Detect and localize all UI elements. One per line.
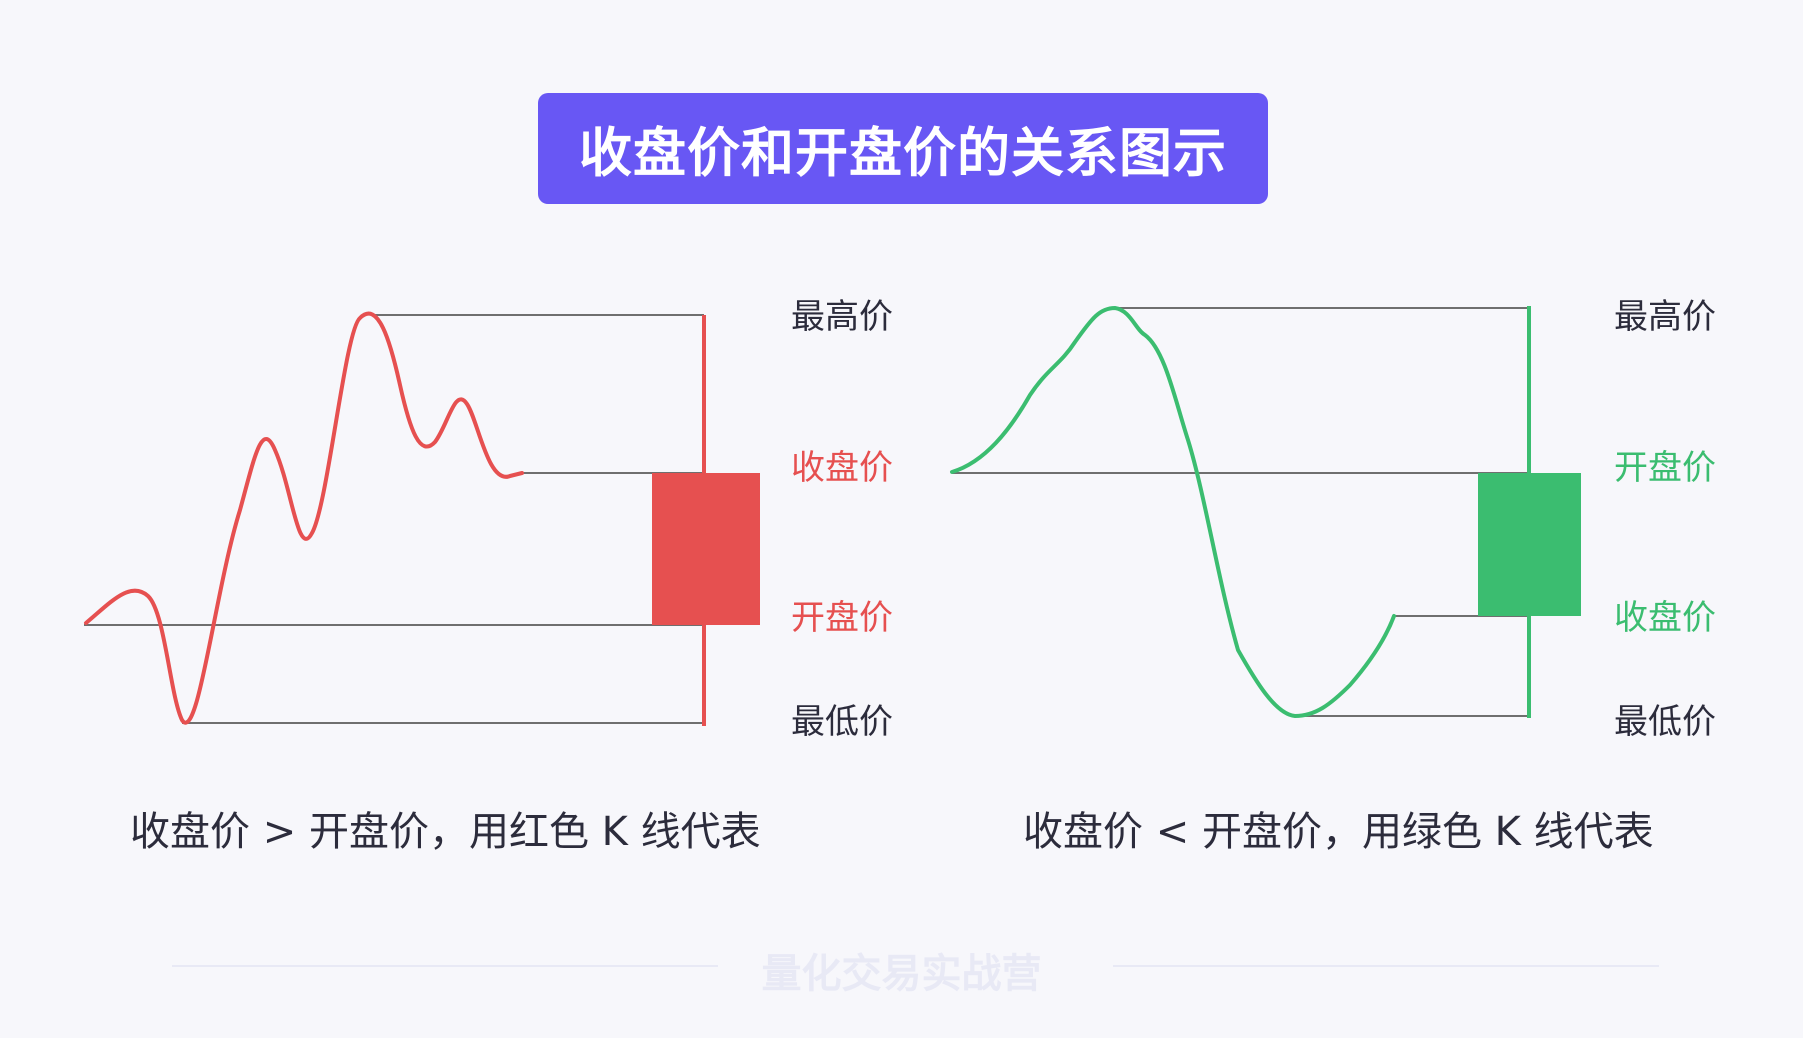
left-caption: 收盘价 > 开盘价，用红色 K 线代表 <box>130 809 761 855</box>
watermark-line-right <box>1113 965 1659 967</box>
right-label-close: 收盘价 <box>1614 598 1716 638</box>
left-label-open: 开盘价 <box>791 598 893 638</box>
diagram-title: 收盘价和开盘价的关系图示 <box>579 122 1227 184</box>
right-panel-graphic <box>950 306 1581 718</box>
right-label-open: 开盘价 <box>1614 448 1716 488</box>
title-banner: 收盘价和开盘价的关系图示 <box>538 93 1268 204</box>
left-panel-graphic <box>84 311 760 726</box>
right-caption: 收盘价 < 开盘价，用绿色 K 线代表 <box>1023 809 1654 855</box>
red-candle-body <box>652 473 760 625</box>
right-label-low: 最低价 <box>1614 702 1716 742</box>
right-price-curve <box>950 306 1396 718</box>
right-label-high: 最高价 <box>1614 297 1716 337</box>
watermark: 量化交易实战营 <box>0 935 1803 997</box>
left-price-curve <box>84 311 524 725</box>
green-candle-body <box>1478 473 1581 616</box>
watermark-text: 量化交易实战营 <box>761 951 1042 997</box>
left-label-low: 最低价 <box>791 702 893 742</box>
watermark-line-left <box>172 965 718 967</box>
left-label-close: 收盘价 <box>791 448 893 488</box>
left-label-high: 最高价 <box>791 297 893 337</box>
